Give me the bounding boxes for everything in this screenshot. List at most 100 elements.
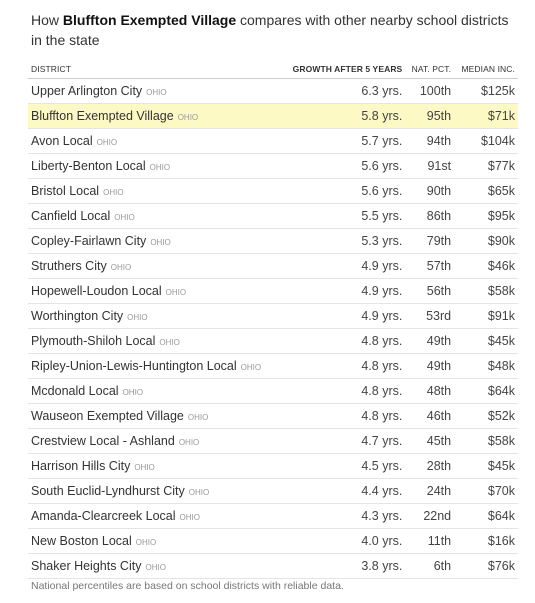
income-cell: $48k	[454, 353, 518, 379]
income-cell: $64k	[454, 378, 518, 404]
district-cell: Wauseon Exempted Village Ohio	[28, 403, 282, 429]
income-cell: $58k	[454, 278, 518, 304]
percentile-cell: 57th	[405, 253, 455, 279]
income-cell: $16k	[454, 528, 518, 554]
percentile-cell: 24th	[405, 478, 455, 504]
district-cell: Worthington City Ohio	[28, 303, 282, 329]
income-cell: $64k	[454, 503, 518, 529]
growth-cell: 4.8 yrs.	[281, 403, 406, 429]
state-label: Ohio	[103, 188, 124, 197]
growth-cell: 5.6 yrs.	[281, 153, 406, 179]
column-header: Nat. pct.	[405, 60, 455, 79]
column-header: Growth after 5 years	[281, 60, 406, 79]
table-row: Harrison Hills City Ohio 4.5 yrs. 28th $45k	[28, 453, 518, 479]
district-name: Upper Arlington City	[31, 84, 143, 98]
growth-cell: 4.4 yrs.	[281, 478, 406, 504]
table-row: Hopewell-Loudon Local Ohio 4.9 yrs. 56th $58…	[28, 278, 518, 304]
district-cell: Crestview Local - Ashland Ohio	[28, 428, 282, 454]
table-row: South Euclid-Lyndhurst City Ohio 4.4 yrs. 2…	[28, 478, 518, 504]
growth-cell: 6.3 yrs.	[281, 78, 406, 104]
percentile-cell: 90th	[405, 178, 455, 204]
growth-cell: 5.7 yrs.	[281, 128, 406, 154]
state-label: Ohio	[114, 213, 135, 222]
table-row: Upper Arlington City Ohio 6.3 yrs. 100th $12…	[28, 78, 518, 104]
income-cell: $91k	[454, 303, 518, 329]
district-name: Mcdonald Local	[31, 384, 119, 398]
income-cell: $90k	[454, 228, 518, 254]
percentile-cell: 79th	[405, 228, 455, 254]
district-name: Wauseon Exempted Village	[31, 409, 184, 423]
district-cell: Hopewell-Loudon Local Ohio	[28, 278, 282, 304]
table-row: Avon Local Ohio 5.7 yrs. 94th $104k	[28, 128, 518, 154]
district-name: Struthers City	[31, 259, 107, 273]
income-cell: $125k	[454, 78, 518, 104]
growth-cell: 4.8 yrs.	[281, 378, 406, 404]
district-cell: Copley-Fairlawn City Ohio	[28, 228, 282, 254]
percentile-cell: 91st	[405, 153, 455, 179]
income-cell: $104k	[454, 128, 518, 154]
income-cell: $65k	[454, 178, 518, 204]
district-cell: Mcdonald Local Ohio	[28, 378, 282, 404]
growth-cell: 4.9 yrs.	[281, 253, 406, 279]
district-name: Harrison Hills City	[31, 459, 131, 473]
district-name: Liberty-Benton Local	[31, 159, 146, 173]
table-row: Bluffton Exempted Village Ohio 5.8 yrs. 95t…	[28, 103, 518, 129]
district-cell: Avon Local Ohio	[28, 128, 282, 154]
state-label: Ohio	[179, 513, 200, 522]
table-row: Canfield Local Ohio 5.5 yrs. 86th $95k	[28, 203, 518, 229]
districts-table: District Growth after 5 years Nat. pct. Med…	[28, 60, 518, 579]
state-label: Ohio	[145, 563, 166, 572]
percentile-cell: 11th	[405, 528, 455, 554]
income-cell: $95k	[454, 203, 518, 229]
state-label: Ohio	[188, 488, 210, 497]
growth-cell: 4.7 yrs.	[281, 428, 406, 454]
district-cell: Bluffton Exempted Village Ohio	[28, 103, 282, 129]
percentile-cell: 45th	[405, 428, 455, 454]
district-name: South Euclid-Lyndhurst City	[31, 484, 185, 498]
growth-cell: 3.8 yrs.	[281, 553, 406, 579]
income-cell: $46k	[454, 253, 518, 279]
income-cell: $76k	[454, 553, 518, 579]
state-label: Ohio	[165, 288, 187, 297]
percentile-cell: 46th	[405, 403, 455, 429]
district-name: Plymouth-Shiloh Local	[31, 334, 156, 348]
table-row: Amanda-Clearcreek Local Ohio 4.3 yrs. 22nd $…	[28, 503, 518, 529]
table-row: Struthers City Ohio 4.9 yrs. 57th $46k	[28, 253, 518, 279]
district-name: Bluffton Exempted Village	[31, 109, 174, 123]
state-label: Ohio	[127, 313, 148, 322]
district-name: Shaker Heights City	[31, 559, 142, 573]
district-name: Ripley-Union-Lewis-Huntington Local	[31, 359, 237, 373]
growth-cell: 5.6 yrs.	[281, 178, 406, 204]
district-name: Copley-Fairlawn City	[31, 234, 147, 248]
percentile-cell: 53rd	[405, 303, 455, 329]
state-label: Ohio	[178, 438, 200, 447]
percentile-cell: 86th	[405, 203, 455, 229]
table-row: Crestview Local - Ashland Ohio 4.7 yrs. 45t…	[28, 428, 518, 454]
column-header: Median inc.	[454, 60, 518, 79]
growth-cell: 4.0 yrs.	[281, 528, 406, 554]
footnote: National percentiles are based on school…	[31, 580, 344, 592]
state-label: Ohio	[122, 388, 144, 397]
percentile-cell: 95th	[405, 103, 455, 129]
growth-cell: 5.8 yrs.	[281, 103, 406, 129]
percentile-cell: 48th	[405, 378, 455, 404]
income-cell: $71k	[454, 103, 518, 129]
district-cell: Plymouth-Shiloh Local Ohio	[28, 328, 282, 354]
percentile-cell: 22nd	[405, 503, 455, 529]
table-row: Plymouth-Shiloh Local Ohio 4.8 yrs. 49th $45…	[28, 328, 518, 354]
percentile-cell: 6th	[405, 553, 455, 579]
table-header: District Growth after 5 years Nat. pct. Med…	[28, 60, 518, 79]
district-name: Avon Local	[31, 134, 93, 148]
title-emphasis: Bluffton Exempted Village	[62, 12, 237, 28]
state-label: Ohio	[96, 138, 118, 147]
district-name: Bristol Local	[31, 184, 100, 198]
district-cell: Canfield Local Ohio	[28, 203, 282, 229]
header-row: District Growth after 5 years Nat. pct. Med…	[28, 60, 518, 79]
growth-cell: 4.8 yrs.	[281, 353, 406, 379]
table-row: Bristol Local Ohio 5.6 yrs. 90th $65k	[28, 178, 518, 204]
income-cell: $45k	[454, 328, 518, 354]
district-name: Crestview Local - Ashland	[31, 434, 175, 448]
district-cell: South Euclid-Lyndhurst City Ohio	[28, 478, 282, 504]
